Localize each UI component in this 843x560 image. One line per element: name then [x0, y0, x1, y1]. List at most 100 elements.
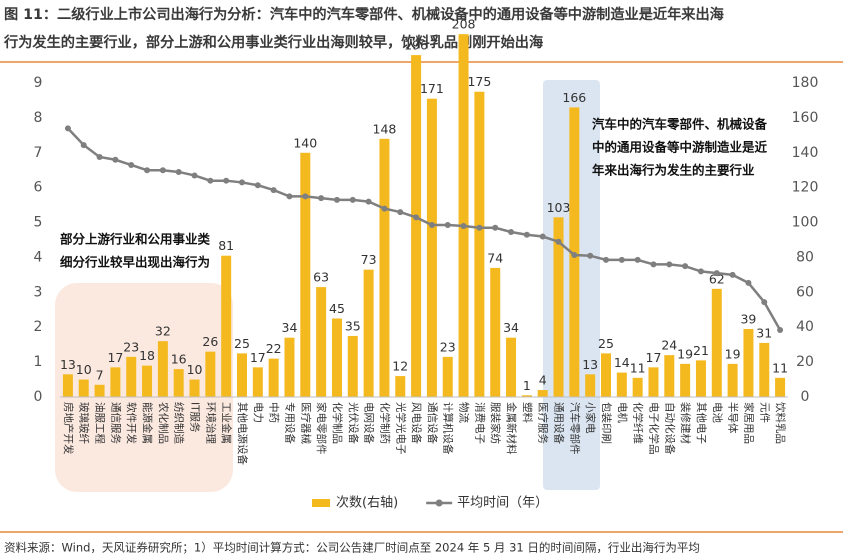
- line-point: [476, 224, 483, 231]
- line-point: [128, 161, 135, 168]
- x-tick-label: 医疗服务: [537, 402, 550, 444]
- bar-value-label: 45: [329, 301, 345, 316]
- bar-value-label: 103: [547, 200, 571, 215]
- line-point: [539, 233, 546, 240]
- line-point: [381, 205, 388, 212]
- bar-value-label: 17: [646, 350, 662, 365]
- x-tick-label: 半导体: [727, 402, 740, 434]
- x-tick-label: 光学光电子: [394, 402, 407, 455]
- bar: [490, 267, 501, 397]
- bar-value-label: 175: [467, 74, 491, 89]
- y-tick-label: 5: [34, 215, 43, 231]
- y-tick-label: 2: [34, 319, 43, 335]
- y2-tick-label: 80: [796, 249, 814, 265]
- bar-value-label: 11: [630, 360, 646, 375]
- x-tick-label: 自动化设备: [663, 402, 676, 455]
- annotation: 年来出海行为发生的主要行业: [592, 163, 755, 178]
- bar-value-label: 21: [693, 343, 709, 358]
- bar-value-label: 39: [740, 311, 756, 326]
- x-tick-label: 专用设备: [283, 402, 296, 444]
- x-tick-label: 包装印刷: [600, 402, 613, 444]
- x-tick-label: 通信设备: [426, 402, 439, 444]
- x-tick-label: 化学制药: [378, 402, 391, 444]
- bar: [506, 337, 517, 397]
- bar-value-label: 35: [345, 318, 361, 333]
- bar-value-label: 140: [293, 135, 317, 150]
- bar-value-label: 171: [420, 81, 444, 96]
- bar: [110, 367, 121, 397]
- line: [67, 127, 782, 331]
- bar-value-label: 19: [725, 346, 741, 361]
- line-point: [460, 223, 467, 230]
- line-point: [729, 271, 736, 278]
- y-tick-label: 4: [34, 249, 43, 265]
- bar: [680, 363, 691, 397]
- source-note: 资料来源：Wind，天风证券研究所；1）平均时间计算方式：公司公告建厂时间点至 …: [4, 541, 700, 555]
- line-point: [175, 168, 182, 175]
- line-point: [523, 231, 530, 238]
- x-tick-label: 通信服务: [109, 402, 122, 444]
- bar: [379, 138, 390, 398]
- line-point: [286, 193, 293, 200]
- bar: [553, 217, 564, 397]
- bar: [395, 376, 406, 397]
- x-tick-label: 房地产开发: [62, 402, 75, 455]
- line-point: [745, 279, 752, 286]
- bar: [300, 152, 311, 397]
- x-tick-label: 饮料乳品: [774, 402, 787, 444]
- x-tick-label: 电机: [616, 402, 629, 423]
- bar-value-label: 148: [373, 121, 397, 136]
- line-point: [682, 263, 689, 270]
- x-tick-label: 装修建材: [679, 402, 692, 444]
- annotation: 中的通用设备等中游制造业是近: [592, 140, 768, 155]
- line-point: [318, 195, 325, 202]
- line-point: [666, 261, 673, 268]
- bar: [474, 91, 485, 397]
- line-point: [64, 125, 71, 132]
- bar-value-label: 196: [404, 38, 428, 53]
- line-point: [112, 156, 119, 163]
- bar: [157, 341, 168, 397]
- bar-value-label: 73: [361, 252, 377, 267]
- y2-tick-label: 160: [792, 110, 819, 126]
- bar-value-label: 31: [756, 325, 772, 340]
- y2-tick-label: 100: [792, 215, 819, 231]
- x-tick-label: 纺织制造: [173, 402, 186, 444]
- bar: [347, 335, 358, 397]
- bar-value-label: 34: [503, 320, 519, 335]
- bar-value-label: 166: [562, 90, 586, 105]
- y2-tick-label: 180: [792, 75, 819, 91]
- bar-value-label: 4: [539, 373, 547, 388]
- x-tick-label: 农化制品: [157, 402, 170, 444]
- bar: [521, 395, 532, 397]
- y2-tick-label: 0: [801, 389, 810, 405]
- line-point: [239, 179, 245, 186]
- bar: [268, 358, 279, 397]
- bar: [237, 353, 247, 397]
- line-point: [697, 268, 704, 275]
- x-tick-label: 通用设备: [553, 402, 566, 444]
- bar-value-label: 25: [234, 336, 250, 351]
- bar-value-label: 25: [598, 336, 614, 351]
- x-tick-label: 医疗器械: [299, 402, 312, 444]
- bar-value-label: 17: [107, 350, 123, 365]
- bar: [411, 55, 422, 397]
- y-tick-label: 7: [34, 145, 43, 161]
- bar-value-label: 13: [60, 357, 76, 372]
- annotation: 汽车中的汽车零部件、机械设备: [592, 117, 768, 132]
- line-point: [207, 177, 214, 184]
- bar-value-label: 24: [661, 338, 677, 353]
- bar-value-label: 26: [202, 334, 218, 349]
- bar: [94, 384, 105, 397]
- bar-value-label: 22: [266, 341, 282, 356]
- bar-value-label: 10: [76, 362, 92, 377]
- x-tick-label: 其他电源设备: [236, 402, 249, 465]
- y2-tick-label: 40: [796, 319, 814, 335]
- bar: [616, 372, 627, 397]
- y-tick-label: 0: [34, 389, 43, 405]
- y2-tick-label: 140: [792, 145, 819, 161]
- x-tick-label: 其他电子: [695, 402, 708, 444]
- x-tick-label: 家居用品: [742, 402, 755, 444]
- y-tick-label: 6: [34, 180, 43, 196]
